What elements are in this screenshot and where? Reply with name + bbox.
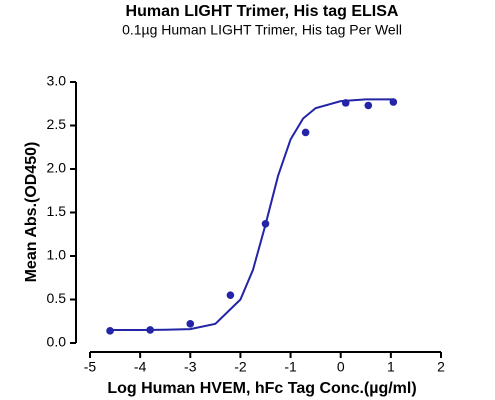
x-tick-label: -1	[284, 359, 297, 375]
y-tick-label: 2.0	[47, 160, 67, 176]
data-point	[364, 101, 373, 110]
y-tick-label: 3.0	[47, 73, 67, 89]
data-point	[146, 326, 154, 334]
y-tick-label: 1.0	[47, 247, 67, 263]
y-axis-label: Mean Abs.(OD450)	[23, 142, 40, 283]
chart-title: Human LIGHT Trimer, His tag ELISA	[126, 3, 399, 20]
data-point	[301, 128, 310, 137]
x-tick-label: -2	[234, 359, 247, 375]
data-point	[186, 320, 195, 328]
x-axis-label: Log Human HVEM, hFc Tag Conc.(µg/ml)	[107, 380, 416, 397]
data-point	[389, 98, 398, 106]
y-tick-label: 0.0	[47, 334, 67, 350]
x-tick-label: 1	[387, 359, 395, 375]
x-tick-label: -4	[134, 359, 147, 375]
x-tick-label: 0	[337, 359, 345, 375]
data-point	[341, 99, 350, 107]
x-tick-label: 2	[437, 359, 445, 375]
data-point	[106, 327, 114, 335]
data-point	[261, 220, 270, 228]
y-tick-label: 1.5	[47, 203, 67, 219]
y-tick-label: 0.5	[47, 290, 67, 306]
x-tick-label: -5	[84, 359, 97, 375]
x-tick-label: -3	[184, 359, 197, 375]
data-point	[226, 291, 235, 299]
y-tick-label: 2.5	[47, 116, 67, 132]
fit-curve	[110, 98, 394, 331]
chart-subtitle: 0.1µg Human LIGHT Trimer, His tag Per We…	[122, 22, 402, 38]
